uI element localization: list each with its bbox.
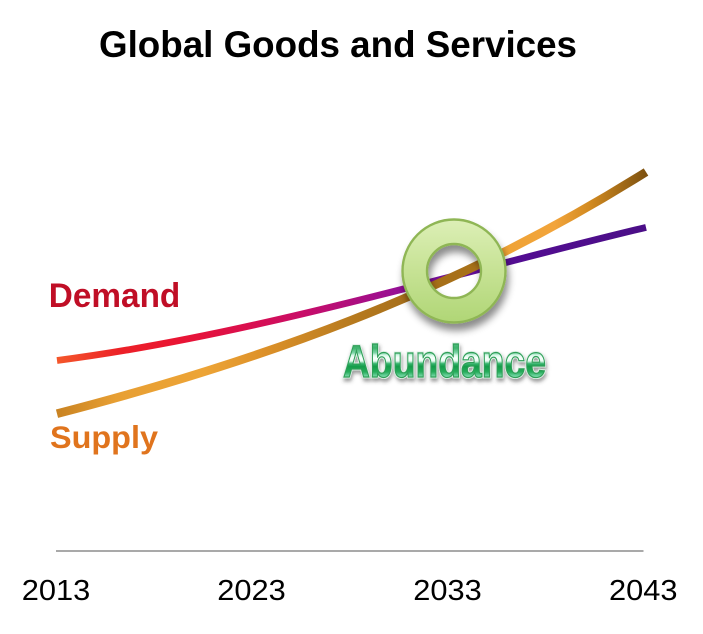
svg-text:Abundance: Abundance (343, 336, 546, 387)
svg-text:Global Goods and Services: Global Goods and Services (99, 24, 577, 65)
svg-text:2013: 2013 (22, 575, 91, 607)
svg-text:Abundance: Abundance (343, 336, 546, 387)
svg-text:2043: 2043 (609, 575, 678, 607)
svg-text:2033: 2033 (413, 575, 482, 607)
svg-text:2023: 2023 (217, 575, 286, 607)
svg-text:Demand: Demand (49, 277, 181, 315)
svg-text:Supply: Supply (50, 419, 158, 455)
